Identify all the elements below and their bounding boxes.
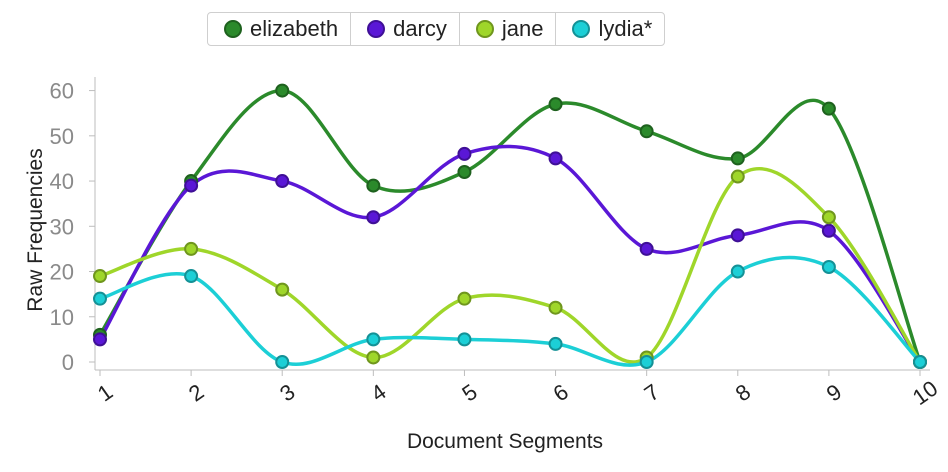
data-point-lydia[interactable] [366, 332, 381, 347]
data-point-lydia[interactable] [639, 355, 654, 369]
data-point-jane[interactable] [821, 210, 836, 225]
series-points [93, 83, 927, 369]
legend: elizabeth darcy jane lydia* [207, 12, 666, 46]
data-point-darcy[interactable] [366, 210, 381, 225]
y-tick-label: 30 [50, 214, 74, 239]
x-tick-label: 7 [640, 379, 664, 407]
data-point-elizabeth[interactable] [548, 97, 563, 112]
series-line-darcy [98, 144, 922, 363]
data-point-jane[interactable] [730, 169, 745, 184]
data-point-lydia[interactable] [275, 355, 290, 369]
x-tick-label: 6 [549, 379, 573, 407]
legend-item-jane[interactable]: jane [460, 13, 557, 45]
data-point-lydia[interactable] [184, 269, 199, 284]
axes: 0 10 20 30 40 50 60 1 2 3 4 5 6 7 8 9 10 [50, 77, 942, 411]
data-point-darcy[interactable] [821, 223, 836, 238]
y-tick-label: 0 [62, 350, 74, 375]
series-line-lydia [99, 255, 922, 367]
x-tick-label: 3 [275, 379, 299, 407]
data-point-elizabeth[interactable] [821, 101, 836, 116]
data-point-elizabeth[interactable] [457, 165, 472, 179]
x-tick-label: 5 [457, 379, 481, 407]
data-point-lydia[interactable] [913, 355, 927, 369]
x-tick-label: 10 [908, 376, 942, 411]
x-tick-label: 9 [822, 379, 846, 407]
y-tick-label: 50 [50, 124, 74, 149]
data-point-lydia[interactable] [93, 291, 107, 306]
legend-swatch-jane [475, 20, 494, 38]
y-tick-label: 10 [50, 305, 74, 330]
data-point-elizabeth[interactable] [639, 124, 654, 139]
data-point-lydia[interactable] [730, 264, 745, 279]
legend-label-darcy: darcy [393, 16, 447, 41]
legend-swatch-elizabeth [224, 20, 242, 38]
legend-label-jane: jane [501, 16, 544, 41]
data-point-jane[interactable] [366, 350, 381, 365]
x-tick-label: 1 [93, 379, 117, 407]
data-point-elizabeth[interactable] [366, 178, 381, 193]
y-tick-label: 40 [50, 169, 74, 194]
data-point-darcy[interactable] [639, 241, 654, 256]
legend-item-lydia[interactable]: lydia* [556, 13, 664, 45]
x-tick-label: 2 [184, 379, 208, 407]
legend-label-elizabeth: elizabeth [250, 16, 339, 41]
legend-item-elizabeth[interactable]: elizabeth [208, 13, 352, 45]
data-point-darcy[interactable] [548, 151, 563, 166]
y-tick-label: 60 [50, 79, 74, 104]
y-axis-title: Raw Frequencies [24, 148, 47, 311]
x-tick-label: 8 [731, 379, 755, 407]
data-point-darcy[interactable] [730, 228, 745, 243]
data-point-elizabeth[interactable] [730, 151, 745, 166]
legend-swatch-lydia [572, 20, 591, 38]
series-lines [98, 88, 922, 367]
series-line-elizabeth [98, 88, 922, 363]
data-point-jane[interactable] [275, 282, 290, 297]
data-point-jane[interactable] [457, 291, 472, 306]
data-point-darcy[interactable] [457, 146, 472, 161]
data-point-lydia[interactable] [457, 332, 472, 347]
data-point-jane[interactable] [548, 300, 563, 315]
y-tick-label: 20 [50, 260, 74, 285]
data-point-jane[interactable] [184, 241, 199, 256]
series-line-jane [99, 166, 922, 364]
data-point-lydia[interactable] [821, 260, 836, 274]
legend-swatch-darcy [367, 20, 386, 38]
x-tick-label: 4 [366, 379, 390, 407]
data-point-darcy[interactable] [184, 178, 199, 193]
legend-item-darcy[interactable]: darcy [351, 13, 460, 45]
data-point-jane[interactable] [93, 269, 107, 284]
data-point-lydia[interactable] [548, 336, 563, 351]
x-axis-title: Document Segments [407, 430, 603, 453]
data-point-elizabeth[interactable] [275, 83, 290, 98]
legend-label-lydia: lydia* [598, 16, 653, 41]
data-point-darcy[interactable] [93, 332, 107, 347]
data-point-darcy[interactable] [275, 174, 290, 189]
